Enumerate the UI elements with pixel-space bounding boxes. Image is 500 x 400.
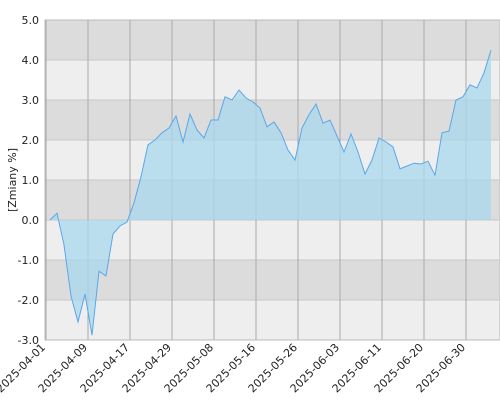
y-axis-label: [Zmiany %] [6, 148, 19, 212]
background-band [45, 20, 500, 60]
y-tick-label: -1.0 [18, 254, 39, 267]
y-tick-label: 4.0 [22, 54, 40, 67]
background-band [45, 300, 500, 340]
y-tick-label: 0.0 [22, 214, 40, 227]
plot-frame [44, 19, 500, 341]
area-fill [50, 50, 491, 336]
y-tick-label: 5.0 [22, 14, 40, 27]
y-tick-label: 1.0 [22, 174, 40, 187]
y-tick-label: -2.0 [18, 294, 39, 307]
background-band [45, 60, 500, 100]
y-tick-label: -3.0 [18, 334, 39, 347]
background-band [45, 260, 500, 300]
y-tick-label: 3.0 [22, 94, 40, 107]
line [49, 49, 492, 336]
y-tick-label: 2.0 [22, 134, 40, 147]
